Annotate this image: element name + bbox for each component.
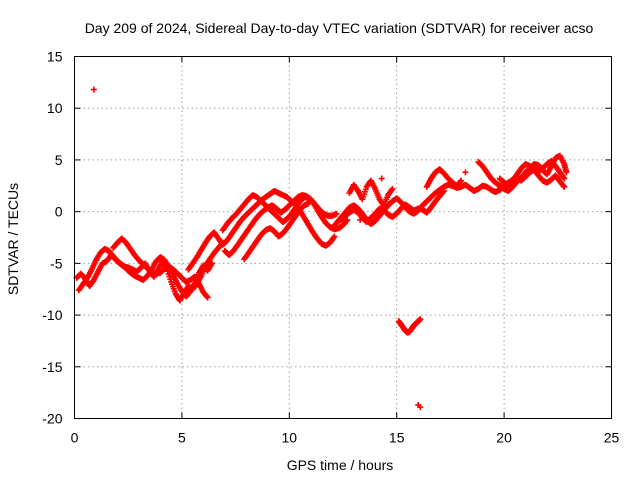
x-tick-label: 5 — [178, 430, 186, 446]
data-point-trace-g — [305, 200, 312, 207]
data-point-outliers — [357, 216, 364, 223]
data-point-trace-i — [440, 188, 447, 195]
x-axis-label: GPS time / hours — [287, 457, 394, 473]
data-points — [73, 86, 570, 411]
data-point-trace-d — [331, 233, 338, 240]
data-point-trace-h — [561, 175, 568, 182]
y-tick-label: -15 — [42, 359, 62, 375]
x-tick-label: 0 — [71, 430, 79, 446]
y-tick-label: 10 — [47, 100, 63, 116]
y-tick-label: 15 — [47, 49, 63, 65]
chart-title: Day 209 of 2024, Sidereal Day-to-day VTE… — [85, 20, 594, 36]
data-point-outliers — [90, 86, 97, 93]
y-tick-label: -5 — [50, 255, 63, 271]
data-point-outliers — [417, 404, 424, 411]
x-tick-label: 20 — [496, 430, 512, 446]
data-point-outliers — [462, 169, 469, 176]
data-point-trace-c — [203, 293, 210, 300]
data-point-outliers — [378, 175, 385, 182]
x-tick-label: 15 — [389, 430, 405, 446]
data-point-trace-m — [389, 185, 396, 192]
data-point-trace-b — [208, 260, 215, 267]
data-point-trace-j — [458, 177, 465, 184]
data-point-trace-e — [344, 216, 351, 223]
y-tick-label: -20 — [42, 411, 62, 427]
data-point-trace-f — [333, 210, 340, 217]
data-point-trace-e — [343, 217, 350, 224]
x-tick-label: 25 — [604, 430, 620, 446]
plot-frame — [74, 56, 612, 419]
y-tick-label: 5 — [55, 152, 63, 168]
y-tick-label: -10 — [42, 307, 62, 323]
data-point-trace-j — [457, 178, 464, 185]
y-axis-label: SDTVAR / TECUs — [5, 183, 21, 295]
data-point-outliers — [376, 211, 383, 218]
data-point-trace-k — [563, 169, 570, 176]
data-point-trace-n — [417, 316, 424, 323]
x-tick-label: 10 — [282, 430, 298, 446]
data-point-trace-l — [560, 182, 567, 189]
data-point-trace-c — [204, 294, 211, 301]
data-point-trace-l — [561, 183, 568, 190]
data-point-trace-i — [440, 187, 447, 194]
y-tick-label: 0 — [55, 204, 63, 220]
grid-lines — [74, 56, 612, 419]
